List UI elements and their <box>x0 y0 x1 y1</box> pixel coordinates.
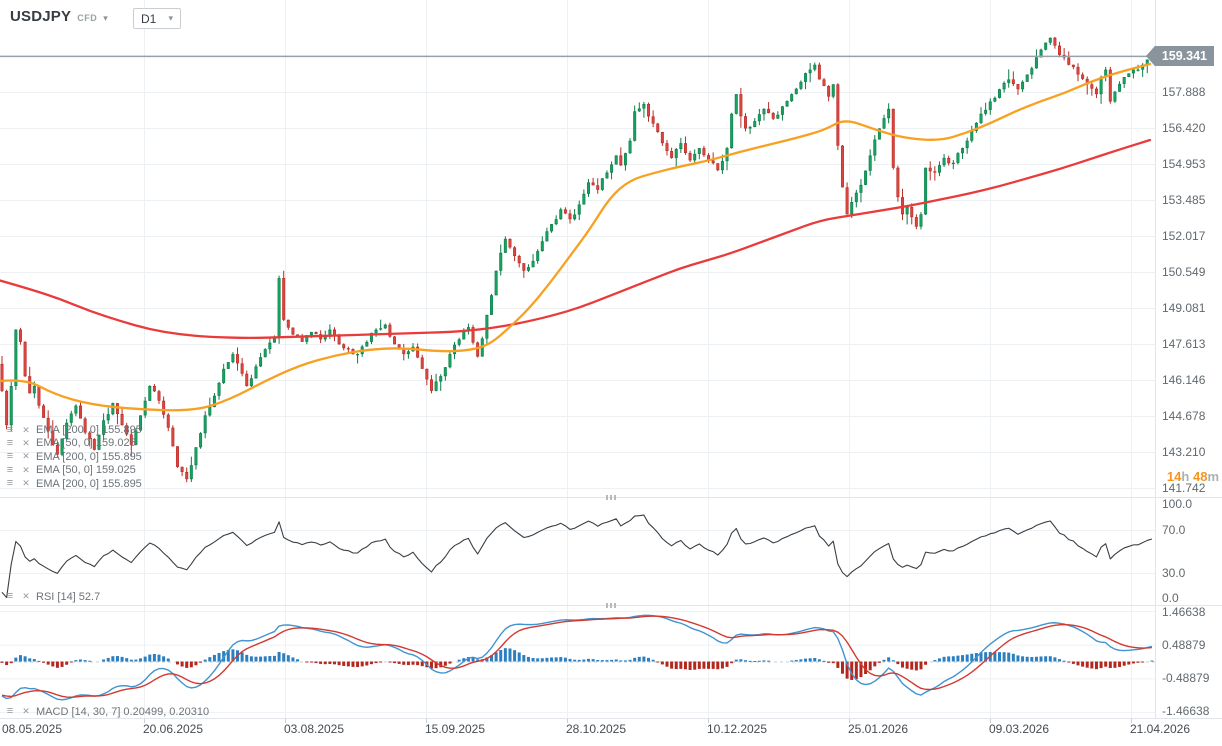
macd-indicator-label: MACD [14, 30, 7] 0.20499, 0.20310 <box>36 705 210 718</box>
indicator-settings-icon[interactable]: ≡ <box>6 590 14 602</box>
countdown-minutes-unit: m <box>1207 469 1219 484</box>
countdown-hours: 14 <box>1166 469 1182 484</box>
timeframe-value: D1 <box>141 11 157 26</box>
indicator-legend-row: ≡ ✕ EMA [50, 0] 159.025 <box>4 437 136 450</box>
indicator-remove-icon[interactable]: ✕ <box>22 464 30 475</box>
current-price-badge: 159.341 <box>1146 46 1214 66</box>
price-axis-label: 156.420 <box>1162 121 1206 135</box>
indicator-legend-row: ≡ ✕ EMA [200, 0] 155.895 <box>4 477 142 490</box>
date-axis-label: 15.09.2025 <box>424 722 486 736</box>
price-axis-label: 143.210 <box>1162 445 1206 459</box>
price-axis-label: 141.742 <box>1162 481 1206 495</box>
date-axis-label: 10.12.2025 <box>706 722 768 736</box>
indicator-legend-row: ≡ ✕ EMA [50, 0] 159.025 <box>4 464 136 477</box>
timeframe-select[interactable]: D1 ▾ <box>133 8 181 29</box>
price-axis-label: 144.678 <box>1162 409 1206 423</box>
price-axis-label: 153.485 <box>1162 193 1206 207</box>
price-axis-label: 154.953 <box>1162 157 1206 171</box>
rsi-axis-label: 30.0 <box>1162 566 1186 580</box>
indicator-legend-row: ≡ ✕ EMA [200, 0] 155.895 <box>4 424 142 437</box>
date-axis-label: 09.03.2026 <box>988 722 1050 736</box>
indicator-label: EMA [50, 0] 159.025 <box>36 437 136 450</box>
indicator-label: EMA [200, 0] 155.895 <box>36 424 142 436</box>
price-axis-label: 152.017 <box>1162 229 1206 243</box>
macd-axis-label: -0.48879 <box>1162 671 1210 685</box>
indicator-remove-icon[interactable]: ✕ <box>22 591 30 601</box>
indicator-label: EMA [50, 0] 159.025 <box>36 464 136 477</box>
panel-resize-handle[interactable] <box>603 495 618 501</box>
price-axis-label: 157.888 <box>1162 85 1206 99</box>
indicator-remove-icon[interactable]: ✕ <box>22 424 30 435</box>
indicator-settings-icon[interactable]: ≡ <box>6 463 14 476</box>
indicator-settings-icon[interactable]: ≡ <box>6 705 14 717</box>
date-axis-label: 20.06.2025 <box>142 722 204 736</box>
indicator-remove-icon[interactable]: ✕ <box>22 437 30 448</box>
indicator-remove-icon[interactable]: ✕ <box>22 706 30 716</box>
rsi-axis-label: 70.0 <box>1162 523 1186 537</box>
indicator-legend-row: ≡ ✕ EMA [200, 0] 155.895 <box>4 450 142 463</box>
price-axis-label: 146.146 <box>1162 373 1206 387</box>
panel-resize-handle[interactable] <box>603 603 618 609</box>
indicator-remove-icon[interactable]: ✕ <box>22 451 30 462</box>
indicator-remove-icon[interactable]: ✕ <box>22 478 30 489</box>
rsi-axis-label: 100.0 <box>1162 497 1193 511</box>
rsi-indicator-label: RSI [14] 52.7 <box>36 590 101 603</box>
countdown-minutes: 48 <box>1192 469 1208 484</box>
price-axis-label: 147.613 <box>1162 337 1206 351</box>
symbol-market-type: CFD <box>77 13 98 23</box>
date-axis-label: 08.05.2025 <box>1 722 63 736</box>
macd-axis-label: 1.46638 <box>1162 605 1206 619</box>
date-axis-label: 28.10.2025 <box>565 722 627 736</box>
indicator-legend-row: ≡ ✕ MACD [14, 30, 7] 0.20499, 0.20310 <box>4 705 209 718</box>
chevron-down-icon: ▾ <box>103 13 108 23</box>
indicator-legend-row: ≡ ✕ RSI [14] 52.7 <box>4 590 100 603</box>
indicator-settings-icon[interactable]: ≡ <box>6 423 14 436</box>
price-axis-label: 150.549 <box>1162 265 1206 279</box>
rsi-axis-label: 0.0 <box>1162 591 1179 605</box>
macd-axis-label: -1.46638 <box>1162 704 1210 718</box>
date-axis-label: 25.01.2026 <box>847 722 909 736</box>
price-axis-label: 149.081 <box>1162 301 1206 315</box>
candle-countdown: 14h 48m <box>1167 469 1219 484</box>
countdown-hours-unit: h <box>1181 469 1190 484</box>
indicator-label: EMA [200, 0] 155.895 <box>36 477 142 490</box>
current-price-value: 159.341 <box>1161 49 1207 63</box>
symbol-name: USDJPY <box>10 8 72 25</box>
chevron-down-icon: ▾ <box>168 13 173 23</box>
indicator-label: EMA [200, 0] 155.895 <box>36 450 142 463</box>
date-axis-label: 03.08.2025 <box>283 722 345 736</box>
indicator-settings-icon[interactable]: ≡ <box>6 450 14 463</box>
indicator-settings-icon[interactable]: ≡ <box>6 436 14 449</box>
macd-axis-label: 0.48879 <box>1162 638 1206 652</box>
symbol-selector[interactable]: USDJPY CFD ▾ <box>10 8 108 25</box>
date-axis-label: 21.04.2026 <box>1129 722 1191 736</box>
indicator-settings-icon[interactable]: ≡ <box>6 477 14 490</box>
